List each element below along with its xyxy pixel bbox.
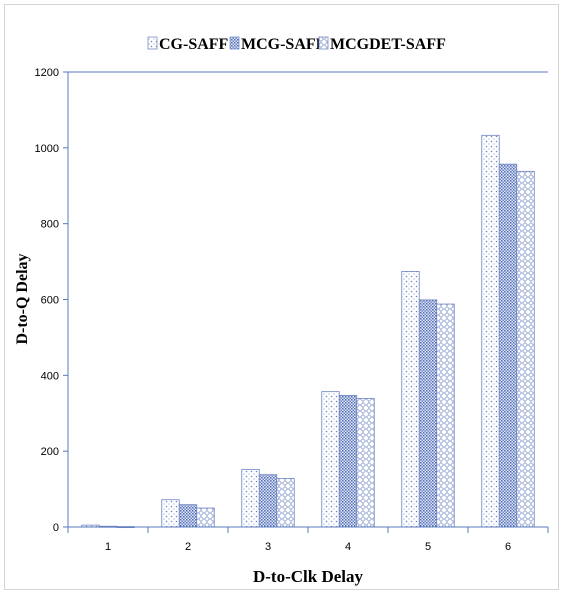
legend-item-cg-saff: CG-SAFF xyxy=(147,36,229,53)
bar-mcgdet-saff-4 xyxy=(356,398,375,528)
x-tick-label: 5 xyxy=(425,541,431,553)
bar-mcg-saff-3 xyxy=(258,474,278,528)
bar-cg-saff-2 xyxy=(161,499,180,528)
legend-item-mcgdet-saff: MCGDET-SAFF xyxy=(318,36,446,53)
x-tick-label: 6 xyxy=(505,541,511,553)
legend-swatch-mcg-saff xyxy=(229,36,240,50)
x-tick-label: 4 xyxy=(345,541,351,553)
bar-mcg-saff-6 xyxy=(498,163,518,528)
legend-swatch-mcgdet-saff xyxy=(318,36,329,50)
legend-label-cg-saff: CG-SAFF xyxy=(159,36,229,53)
bar-cg-saff-5 xyxy=(401,271,420,528)
y-tick-label: 600 xyxy=(41,295,59,307)
x-tick-label: 1 xyxy=(105,541,111,553)
legend-label-mcgdet-saff: MCGDET-SAFF xyxy=(330,36,446,53)
bar-mcg-saff-5 xyxy=(418,299,438,528)
y-tick-label: 1000 xyxy=(35,143,59,155)
legend: CG-SAFF MCG-SAFF MCGDET-SAFF xyxy=(147,36,446,53)
y-tick-label: 200 xyxy=(41,446,59,458)
bar-mcg-saff-4 xyxy=(338,395,358,528)
x-tick-label: 2 xyxy=(185,541,191,553)
bar-mcgdet-saff-3 xyxy=(276,478,295,528)
y-tick-label: 1200 xyxy=(35,67,59,79)
bar-mcgdet-saff-5 xyxy=(436,303,455,528)
y-axis-title: D-to-Q Delay xyxy=(14,253,31,344)
x-axis-ticks: 1 2 3 4 5 6 xyxy=(67,527,549,553)
bar-cg-saff-6 xyxy=(481,134,500,528)
y-axis-ticks: 0 200 400 600 800 1000 1200 xyxy=(35,67,68,534)
bar-cg-saff-4 xyxy=(321,391,340,528)
y-tick-label: 400 xyxy=(41,370,59,382)
bars xyxy=(81,134,535,529)
bar-mcgdet-saff-2 xyxy=(196,507,215,528)
bar-mcg-saff-2 xyxy=(178,504,198,528)
bar-mcgdet-saff-6 xyxy=(516,170,535,528)
x-tick-label: 3 xyxy=(265,541,271,553)
y-tick-label: 800 xyxy=(41,219,59,231)
x-axis-title: D-to-Clk Delay xyxy=(253,567,364,586)
legend-swatch-cg-saff xyxy=(147,36,158,50)
bar-cg-saff-3 xyxy=(241,468,260,528)
y-tick-label: 0 xyxy=(53,522,59,534)
legend-label-mcg-saff: MCG-SAFF xyxy=(241,36,326,53)
legend-item-mcg-saff: MCG-SAFF xyxy=(229,36,326,53)
